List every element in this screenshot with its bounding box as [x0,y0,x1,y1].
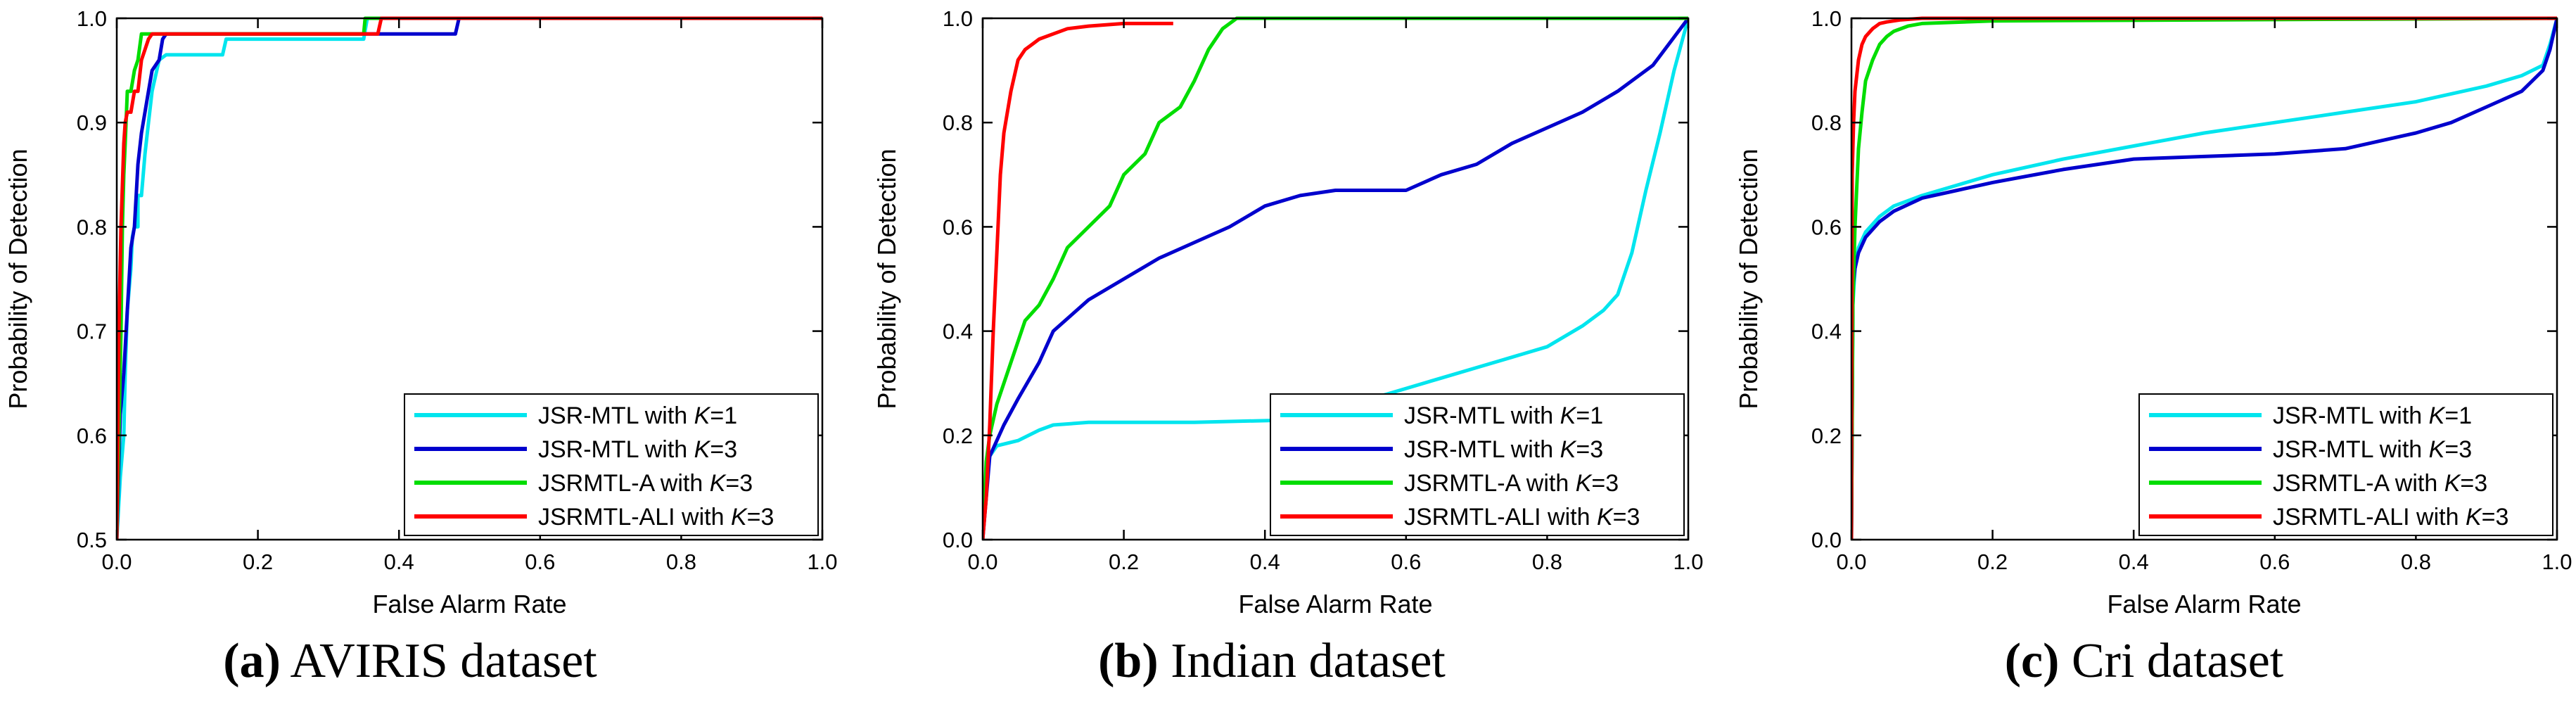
legend-label-2: JSR-MTL with K=3 [2273,436,2472,463]
y-axis-title: Probability of Detection [4,148,32,409]
x-tick-label: 0.8 [1532,550,1562,574]
y-tick-label: 0.8 [943,110,973,135]
x-tick-label: 0.0 [967,550,997,574]
x-tick-label: 1.0 [807,550,837,574]
legend-label-1: JSR-MTL with K=1 [2273,402,2472,429]
x-tick-label: 0.8 [2401,550,2431,574]
legend-label-3: JSRMTL-A with K=3 [1404,470,1619,497]
series-line-2 [1851,18,2557,540]
x-axis-title: False Alarm Rate [372,590,566,618]
series-line-2 [117,16,822,540]
chart-panel-indian: 0.0 0.2 0.4 0.6 0.8 1.0 0.0 0.2 0.4 0.6 0.8 1.0 Fals… [872,6,1704,618]
x-tick-label: 0.8 [666,550,696,574]
caption-b-letter: (b) [1098,634,1159,688]
y-tick-label: 0.6 [77,424,107,448]
legend-label-1: JSR-MTL with K=1 [538,402,737,429]
series-line-2 [983,17,1688,540]
y-tick-label: 0.8 [77,215,107,239]
legend-box [404,393,819,536]
y-tick-label: 0.4 [1811,319,1842,344]
x-tick-label: 0.6 [1391,550,1421,574]
legend-label-1: JSR-MTL with K=1 [1404,402,1603,429]
legend-label-2: JSR-MTL with K=3 [1404,436,1603,463]
y-tick-label: 0.5 [77,528,107,552]
y-tick-label: 0.9 [77,110,107,135]
caption-c-text: Cri dataset [2059,634,2283,688]
caption-c: (c) Cri dataset [2005,634,2284,688]
legend: JSR-MTL with K=1 JSR-MTL with K=3 JSRMTL-A… [1270,393,1685,536]
x-tick-label: 0.6 [525,550,555,574]
y-tick-label: 0.0 [943,528,973,552]
legend-label-3: JSRMTL-A with K=3 [538,470,753,497]
x-axis-title: False Alarm Rate [2107,590,2301,618]
y-axis-title: Probability of Detection [1734,148,1763,409]
x-tick-label: 0.4 [2119,550,2149,574]
caption-a-letter: (a) [223,634,281,688]
legend-label-4: JSRMTL-ALI with K=3 [538,504,774,531]
series-line-3 [983,16,1688,540]
legend-label-4: JSRMTL-ALI with K=3 [2273,504,2508,531]
y-tick-label: 0.2 [943,424,973,448]
y-tick-label: 0.8 [1811,110,1842,135]
legend: JSR-MTL with K=1 JSR-MTL with K=3 JSRMTL-A… [2138,393,2553,536]
series-line-4 [983,21,1173,540]
x-tick-label: 1.0 [2542,550,2572,574]
caption-b-text: Indian dataset [1159,634,1446,688]
caption-b: (b) Indian dataset [1098,634,1446,688]
plot-frame [1850,17,2558,541]
series-line-1 [1851,18,2557,540]
caption-a-text: AVIRIS dataset [281,634,597,688]
legend-box [1270,393,1685,536]
caption-a: (a) AVIRIS dataset [223,634,597,688]
x-tick-label: 0.6 [2259,550,2290,574]
x-tick-label: 0.4 [384,550,414,574]
x-tick-label: 0.2 [243,550,273,574]
caption-c-letter: (c) [2005,634,2060,688]
chart-panel-aviris: 0.0 0.2 0.4 0.6 0.8 1.0 0.5 0.6 0.7 0.8 0.9 1.0 Fals… [4,6,838,618]
x-tick-label: 0.4 [1250,550,1280,574]
y-tick-label: 0.4 [943,319,973,344]
legend-label-3: JSRMTL-A with K=3 [2273,470,2487,497]
y-tick-label: 0.0 [1811,528,1842,552]
x-tick-label: 0.2 [1109,550,1139,574]
y-tick-label: 1.0 [1811,6,1842,31]
chart-panel-cri: 0.0 0.2 0.4 0.6 0.8 1.0 0.0 0.2 0.4 0.6 0.8 1.0 Fals… [1734,6,2572,618]
series-line-4 [117,16,822,540]
x-tick-label: 1.0 [1673,550,1703,574]
legend-label-4: JSRMTL-ALI with K=3 [1404,504,1640,531]
plot-frame [115,17,824,541]
y-tick-label: 1.0 [77,6,107,31]
plot-frame [981,17,1690,541]
y-tick-label: 0.7 [77,319,107,344]
y-tick-label: 0.6 [943,215,973,239]
y-tick-label: 0.6 [1811,215,1842,239]
legend-box [2138,393,2553,536]
x-tick-label: 0.0 [101,550,132,574]
legend: JSR-MTL with K=1 JSR-MTL with K=3 JSRMTL-A… [404,393,819,536]
x-tick-label: 0.2 [1977,550,2008,574]
y-tick-label: 0.2 [1811,424,1842,448]
y-tick-label: 1.0 [943,6,973,31]
x-axis-title: False Alarm Rate [1238,590,1432,618]
series-line-1 [983,18,1688,540]
x-tick-label: 0.0 [1836,550,1866,574]
legend-label-2: JSR-MTL with K=3 [538,436,737,463]
y-axis-title: Probability of Detection [872,148,901,409]
series-line-3 [1851,16,2557,540]
